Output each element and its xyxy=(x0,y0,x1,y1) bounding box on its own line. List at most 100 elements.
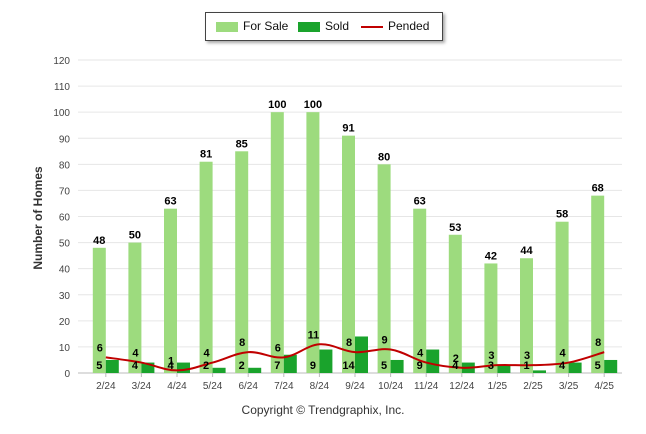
for-sale-bar[interactable] xyxy=(199,161,213,373)
x-tick-label: 2/24 xyxy=(96,381,116,392)
for-sale-value-label: 100 xyxy=(268,99,286,111)
sold-swatch xyxy=(298,21,320,32)
y-tick-label: 30 xyxy=(59,291,71,302)
for-sale-bar[interactable] xyxy=(413,208,427,373)
sold-bar[interactable] xyxy=(248,367,262,373)
pended-value-label: 6 xyxy=(275,342,281,354)
sold-bar[interactable] xyxy=(177,362,190,373)
sold-value-label: 5 xyxy=(381,360,387,372)
sold-bar[interactable] xyxy=(390,359,404,373)
for-sale-bar[interactable] xyxy=(555,221,569,373)
x-tick-label: 5/24 xyxy=(203,381,223,392)
pended-swatch xyxy=(361,25,383,28)
pended-value-label: 4 xyxy=(132,348,139,360)
pended-value-label: 8 xyxy=(239,337,245,349)
y-tick-label: 110 xyxy=(54,82,70,93)
x-tick-label: 8/24 xyxy=(310,381,330,392)
for-sale-value-label: 53 xyxy=(449,222,461,234)
for-sale-bar[interactable] xyxy=(164,208,177,373)
sold-value-label: 5 xyxy=(595,360,601,372)
legend-item-pended[interactable]: Pended xyxy=(361,19,429,33)
for-sale-bar[interactable] xyxy=(128,242,142,373)
for-sale-value-label: 63 xyxy=(414,196,426,208)
for-sale-value-label: 68 xyxy=(592,183,604,195)
for-sale-bar[interactable] xyxy=(306,112,320,374)
for-sale-bar[interactable] xyxy=(92,247,106,373)
pended-line[interactable] xyxy=(105,343,605,372)
pended-value-label: 9 xyxy=(382,335,388,347)
for-sale-bar[interactable] xyxy=(235,151,249,373)
y-tick-label: 100 xyxy=(53,108,70,119)
legend-item-sold[interactable]: Sold xyxy=(298,19,349,33)
for-sale-bar[interactable] xyxy=(484,263,498,373)
x-tick-label: 3/24 xyxy=(132,381,152,392)
pended-value-label: 11 xyxy=(308,329,320,341)
for-sale-value-label: 91 xyxy=(342,123,354,135)
x-tick-label: 6/24 xyxy=(238,381,258,392)
pended-value-label: 3 xyxy=(524,350,530,362)
for-sale-value-label: 44 xyxy=(520,245,533,257)
y-tick-label: 80 xyxy=(59,160,71,171)
sold-value-label: 7 xyxy=(274,360,280,372)
sold-bar[interactable] xyxy=(426,349,440,373)
for-sale-value-label: 63 xyxy=(164,196,176,208)
for-sale-value-label: 48 xyxy=(93,235,105,247)
x-tick-label: 3/25 xyxy=(559,381,579,392)
sold-bar[interactable] xyxy=(141,362,155,373)
x-tick-label: 9/24 xyxy=(345,381,365,392)
y-axis-label: Number of Homes xyxy=(31,166,45,270)
x-tick-label: 4/25 xyxy=(594,381,614,392)
x-tick-label: 10/24 xyxy=(378,381,403,392)
sold-value-label: 9 xyxy=(310,360,316,372)
x-tick-label: 1/25 xyxy=(488,381,508,392)
pended-value-label: 8 xyxy=(595,337,601,349)
y-tick-label: 40 xyxy=(59,265,71,276)
bars xyxy=(92,112,618,374)
sold-value-label: 4 xyxy=(132,360,139,372)
for-sale-value-label: 42 xyxy=(485,250,497,262)
legend-label-for-sale: For Sale xyxy=(243,19,289,33)
sold-value-label: 4 xyxy=(167,360,174,372)
y-tick-label: 20 xyxy=(59,317,71,328)
x-tick-label: 7/24 xyxy=(274,381,294,392)
copyright-footer: Copyright © Trendgraphix, Inc. xyxy=(241,403,405,417)
sold-bar[interactable] xyxy=(604,359,618,373)
y-tick-label: 10 xyxy=(59,343,71,354)
legend-label-sold: Sold xyxy=(325,19,350,33)
for-sale-bar[interactable] xyxy=(377,164,391,373)
legend-item-for-sale[interactable]: For Sale xyxy=(216,19,288,33)
y-tick-label: 60 xyxy=(59,213,71,224)
for-sale-bar[interactable] xyxy=(448,234,462,373)
x-tick-label: 12/24 xyxy=(449,381,474,392)
for-sale-bar[interactable] xyxy=(342,135,355,373)
for-sale-value-label: 58 xyxy=(556,209,568,221)
sold-bar[interactable] xyxy=(212,367,226,373)
sold-bar[interactable] xyxy=(283,354,297,373)
sold-value-label: 3 xyxy=(488,360,494,372)
for-sale-bar[interactable] xyxy=(591,195,605,373)
pended-value-label: 3 xyxy=(488,350,494,362)
for-sale-bar[interactable] xyxy=(520,258,533,373)
for-sale-bar[interactable] xyxy=(270,112,284,374)
pended-value-label: 4 xyxy=(560,348,567,360)
pended-value-label: 4 xyxy=(204,348,211,360)
data-labels: 4855046348128521007100991148056395344234… xyxy=(93,99,604,372)
legend-label-pended: Pended xyxy=(388,19,430,33)
pended-value-label: 6 xyxy=(97,342,103,354)
sold-value-label: 1 xyxy=(523,360,529,372)
sold-bar[interactable] xyxy=(533,370,546,373)
sold-value-label: 5 xyxy=(96,360,102,372)
sold-bar[interactable] xyxy=(105,359,119,373)
sold-bar[interactable] xyxy=(319,349,333,373)
sold-bar[interactable] xyxy=(497,365,511,373)
for-sale-value-label: 50 xyxy=(129,230,141,242)
sold-bar[interactable] xyxy=(568,362,582,373)
sold-value-label: 4 xyxy=(559,360,566,372)
sold-bar[interactable] xyxy=(355,336,368,373)
pended-value-label: 8 xyxy=(346,337,352,349)
pended-value-label: 4 xyxy=(417,348,424,360)
pended-value-label: 1 xyxy=(168,355,174,367)
for-sale-value-label: 81 xyxy=(200,149,212,161)
y-tick-label: 0 xyxy=(64,369,70,380)
